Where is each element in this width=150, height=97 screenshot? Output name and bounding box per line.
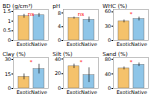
svg-text:1: 1 <box>8 18 11 24</box>
svg-text:80: 80 <box>104 55 111 62</box>
svg-text:0: 0 <box>108 37 111 43</box>
svg-text:Exotic: Exotic <box>116 41 131 47</box>
svg-text:40: 40 <box>54 55 61 62</box>
svg-text:20: 20 <box>55 70 61 76</box>
svg-text:*: * <box>130 59 133 65</box>
svg-text:30: 30 <box>105 23 111 29</box>
svg-text:0: 0 <box>8 37 11 43</box>
svg-text:BD (g/cm³): BD (g/cm³) <box>3 3 33 10</box>
svg-text:0: 0 <box>108 85 111 91</box>
svg-text:Exotic: Exotic <box>16 41 31 47</box>
svg-text:Exotic: Exotic <box>116 89 131 95</box>
svg-text:Native: Native <box>81 41 97 47</box>
svg-text:1.5: 1.5 <box>3 8 11 14</box>
svg-text:*: * <box>130 11 133 17</box>
svg-text:15: 15 <box>5 71 11 77</box>
svg-text:ns: ns <box>78 11 84 17</box>
svg-text:4: 4 <box>58 23 61 29</box>
svg-text:0: 0 <box>58 37 61 43</box>
svg-text:0: 0 <box>58 85 61 91</box>
svg-text:Exotic: Exotic <box>66 41 81 47</box>
svg-text:60: 60 <box>104 8 111 15</box>
svg-text:0: 0 <box>8 85 11 91</box>
svg-text:pH: pH <box>53 3 61 10</box>
svg-text:Exotic: Exotic <box>16 89 31 95</box>
svg-text:ns: ns <box>28 11 34 17</box>
svg-text:Exotic: Exotic <box>66 89 81 95</box>
svg-text:*: * <box>30 59 33 65</box>
svg-text:Clay (%): Clay (%) <box>3 51 26 58</box>
svg-text:Silt (%): Silt (%) <box>53 51 73 57</box>
svg-text:WHC (%): WHC (%) <box>103 3 128 9</box>
svg-text:Native: Native <box>31 41 47 47</box>
svg-text:Sand (%): Sand (%) <box>103 51 128 57</box>
svg-text:30: 30 <box>4 56 11 62</box>
svg-text:Native: Native <box>81 89 97 95</box>
svg-text:Native: Native <box>131 41 147 47</box>
svg-text:Native: Native <box>131 89 147 95</box>
svg-text:Native: Native <box>31 89 47 95</box>
svg-text:40: 40 <box>105 71 111 77</box>
svg-text:0.5: 0.5 <box>3 27 11 33</box>
svg-text:8: 8 <box>58 10 61 16</box>
svg-text:*: * <box>80 59 83 65</box>
